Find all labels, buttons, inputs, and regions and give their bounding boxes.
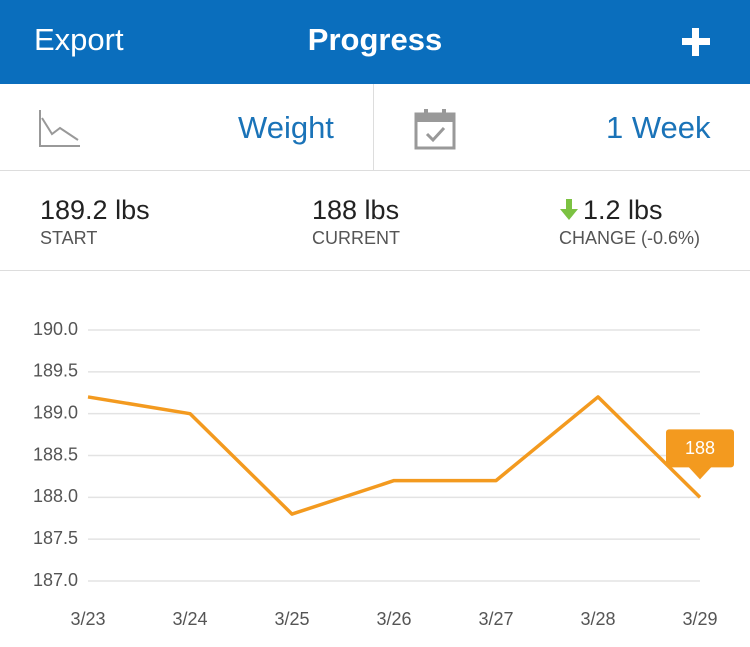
nav-bar: Export Progress [0,0,750,84]
data-line [87,395,702,516]
stat-change: 1.2 lbs CHANGE (-0.6%) [559,195,700,249]
export-button[interactable]: Export [34,22,124,57]
metric-selector[interactable]: Weight [238,110,334,145]
stat-label: START [40,228,98,248]
stat-current: 188 lbs CURRENT [312,195,400,249]
add-button[interactable] [680,26,712,58]
y-tick-label: 187.5 [33,528,78,548]
value-tooltip [666,429,734,468]
tooltip-pointer [688,466,712,480]
stat-value: 189.2 lbs [40,195,150,225]
chart-icon [39,110,80,147]
stat-value: 1.2 lbs [559,195,700,226]
y-tick-label: 190.0 [33,319,78,339]
stat-start: 189.2 lbs START [40,195,150,249]
x-tick-label: 3/23 [70,609,105,629]
y-tick-label: 188.5 [33,444,78,464]
value-label: 188 [685,438,715,458]
y-tick-label: 188.0 [33,486,78,506]
x-tick-label: 3/27 [478,609,513,629]
x-tick-label: 3/28 [580,609,615,629]
calendar-icon [414,109,456,150]
stats-row: 189.2 lbs START 188 lbs CURRENT 1.2 lbs … [0,171,750,271]
divider [373,84,374,170]
screen-title: Progress [307,22,443,57]
x-tick-label: 3/29 [682,609,717,629]
stat-label: CHANGE (-0.6%) [559,228,701,248]
stat-value: 188 lbs [312,195,400,225]
y-tick-label: 187.0 [33,570,78,590]
y-tick-label: 189.5 [33,361,78,381]
selector-row: Weight 1 Week [0,84,750,171]
stat-label: CURRENT [312,228,400,248]
period-selector[interactable]: 1 Week [606,110,711,145]
x-tick-label: 3/26 [376,609,411,629]
change-value: 1.2 lbs [583,195,663,225]
x-tick-label: 3/25 [274,609,309,629]
x-tick-label: 3/24 [172,609,207,629]
down-arrow [560,199,578,220]
y-tick-label: 189.0 [33,402,78,422]
